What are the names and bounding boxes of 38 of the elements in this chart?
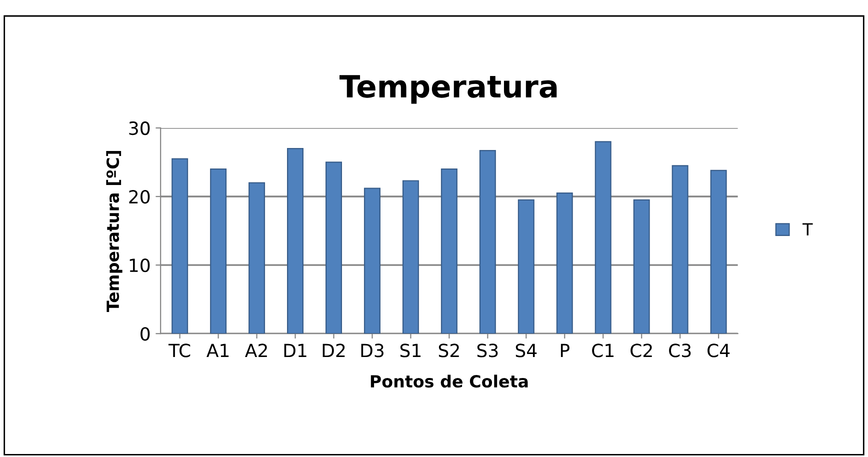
bar bbox=[440, 168, 458, 334]
x-tick-label: A2 bbox=[245, 344, 267, 358]
x-tick-label: C2 bbox=[630, 344, 652, 358]
x-tick-label: D1 bbox=[284, 344, 306, 358]
bar bbox=[210, 168, 227, 334]
bar bbox=[364, 188, 380, 334]
y-tick-label: 10 bbox=[130, 258, 150, 272]
legend-label: T bbox=[802, 223, 813, 236]
bar bbox=[556, 192, 573, 334]
y-tick-label: 30 bbox=[129, 121, 150, 136]
bar bbox=[325, 162, 342, 334]
bar bbox=[518, 199, 534, 334]
x-tick-label: S3 bbox=[477, 344, 498, 358]
y-axis-title: Temperatura [ºC] bbox=[106, 150, 122, 312]
x-tick-label: S4 bbox=[516, 344, 537, 358]
chart-title: Temperatura bbox=[339, 75, 557, 104]
bar bbox=[479, 150, 496, 334]
bar bbox=[287, 148, 304, 334]
x-tick-label: S1 bbox=[400, 344, 421, 358]
x-tick-label: C1 bbox=[592, 344, 614, 358]
x-axis-title: Pontos de Coleta bbox=[370, 374, 528, 388]
y-tick-label: 20 bbox=[129, 190, 150, 204]
bar bbox=[594, 141, 612, 334]
bar bbox=[672, 165, 688, 334]
x-tick-label: C3 bbox=[669, 344, 691, 358]
x-tick-label: S2 bbox=[438, 344, 459, 358]
bar bbox=[633, 199, 650, 334]
bar bbox=[710, 170, 727, 334]
x-tick-label: D3 bbox=[361, 344, 384, 358]
y-tick-label: 0 bbox=[140, 327, 150, 341]
x-tick-label: C4 bbox=[708, 344, 730, 358]
bar bbox=[402, 180, 419, 334]
x-tick-label: TC bbox=[168, 344, 190, 358]
x-tick-label: P bbox=[560, 344, 570, 358]
x-tick-label: A1 bbox=[206, 344, 229, 358]
bar bbox=[172, 158, 188, 334]
x-tick-label: D2 bbox=[322, 344, 345, 358]
bar bbox=[248, 182, 266, 334]
